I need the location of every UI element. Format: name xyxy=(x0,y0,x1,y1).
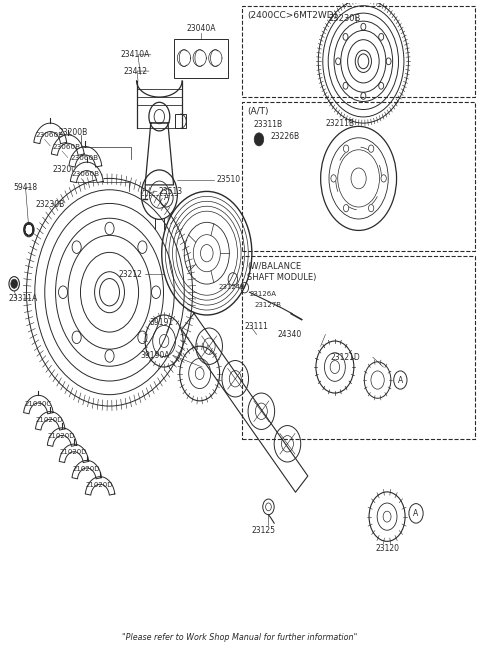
Text: 23060B: 23060B xyxy=(35,132,63,138)
Text: 21020D: 21020D xyxy=(86,482,113,488)
Text: 39191: 39191 xyxy=(150,318,174,327)
Text: 39190A: 39190A xyxy=(140,351,170,360)
Text: (2400CC>6MT2WD): (2400CC>6MT2WD) xyxy=(247,11,337,20)
Text: 23060B: 23060B xyxy=(53,144,81,150)
Text: 21020D: 21020D xyxy=(48,433,75,440)
Text: (W/BALANCE
SHAFT MODULE): (W/BALANCE SHAFT MODULE) xyxy=(247,262,316,283)
Text: 23212: 23212 xyxy=(119,270,143,279)
Text: 23125: 23125 xyxy=(252,526,276,535)
Polygon shape xyxy=(85,477,115,495)
Text: 23412: 23412 xyxy=(123,66,147,75)
Text: 23060B: 23060B xyxy=(72,171,100,177)
Text: 23127B: 23127B xyxy=(254,302,281,308)
Text: 21020D: 21020D xyxy=(60,449,87,455)
Bar xyxy=(175,114,186,129)
Text: 23111: 23111 xyxy=(245,322,269,331)
Text: 23200B: 23200B xyxy=(53,165,82,174)
Text: A: A xyxy=(398,375,403,384)
Text: 21030C: 21030C xyxy=(24,401,51,407)
Circle shape xyxy=(9,277,19,291)
Text: 23311A: 23311A xyxy=(9,295,38,303)
Polygon shape xyxy=(34,123,67,144)
Text: "Please refer to Work Shop Manual for further information": "Please refer to Work Shop Manual for fu… xyxy=(122,632,358,642)
Polygon shape xyxy=(69,146,102,167)
Text: 23040A: 23040A xyxy=(186,24,216,33)
Bar xyxy=(242,256,475,439)
Text: 21020D: 21020D xyxy=(72,466,100,472)
Text: A: A xyxy=(413,509,419,518)
Text: 24340: 24340 xyxy=(278,330,302,339)
Bar xyxy=(242,6,475,97)
Text: 23230B: 23230B xyxy=(328,14,360,24)
Text: (A/T): (A/T) xyxy=(247,107,269,116)
Text: 23211B: 23211B xyxy=(325,119,354,128)
Polygon shape xyxy=(48,428,77,446)
Text: 23226B: 23226B xyxy=(271,132,300,140)
Bar xyxy=(242,102,475,251)
Text: 23120: 23120 xyxy=(375,544,399,553)
Text: A: A xyxy=(164,194,169,203)
Text: 23200B: 23200B xyxy=(59,129,88,137)
Polygon shape xyxy=(24,396,53,414)
Circle shape xyxy=(11,279,17,289)
Polygon shape xyxy=(72,461,101,479)
Polygon shape xyxy=(51,135,84,155)
Text: 23510: 23510 xyxy=(216,175,240,184)
Circle shape xyxy=(254,133,264,146)
Polygon shape xyxy=(59,444,89,462)
Text: 23060B: 23060B xyxy=(70,155,98,161)
Text: 23311B: 23311B xyxy=(253,120,282,129)
Text: 23126A: 23126A xyxy=(250,291,276,297)
Text: 23230B: 23230B xyxy=(36,200,65,209)
Text: 23121D: 23121D xyxy=(330,353,360,361)
Circle shape xyxy=(24,222,34,237)
Polygon shape xyxy=(36,411,65,430)
Text: 23124B: 23124B xyxy=(219,284,246,290)
Text: 23410A: 23410A xyxy=(120,51,150,59)
Text: 23513: 23513 xyxy=(158,187,182,196)
Text: 59418: 59418 xyxy=(13,183,37,192)
Text: 21020D: 21020D xyxy=(36,417,63,423)
Polygon shape xyxy=(71,162,103,182)
Bar xyxy=(174,39,228,77)
